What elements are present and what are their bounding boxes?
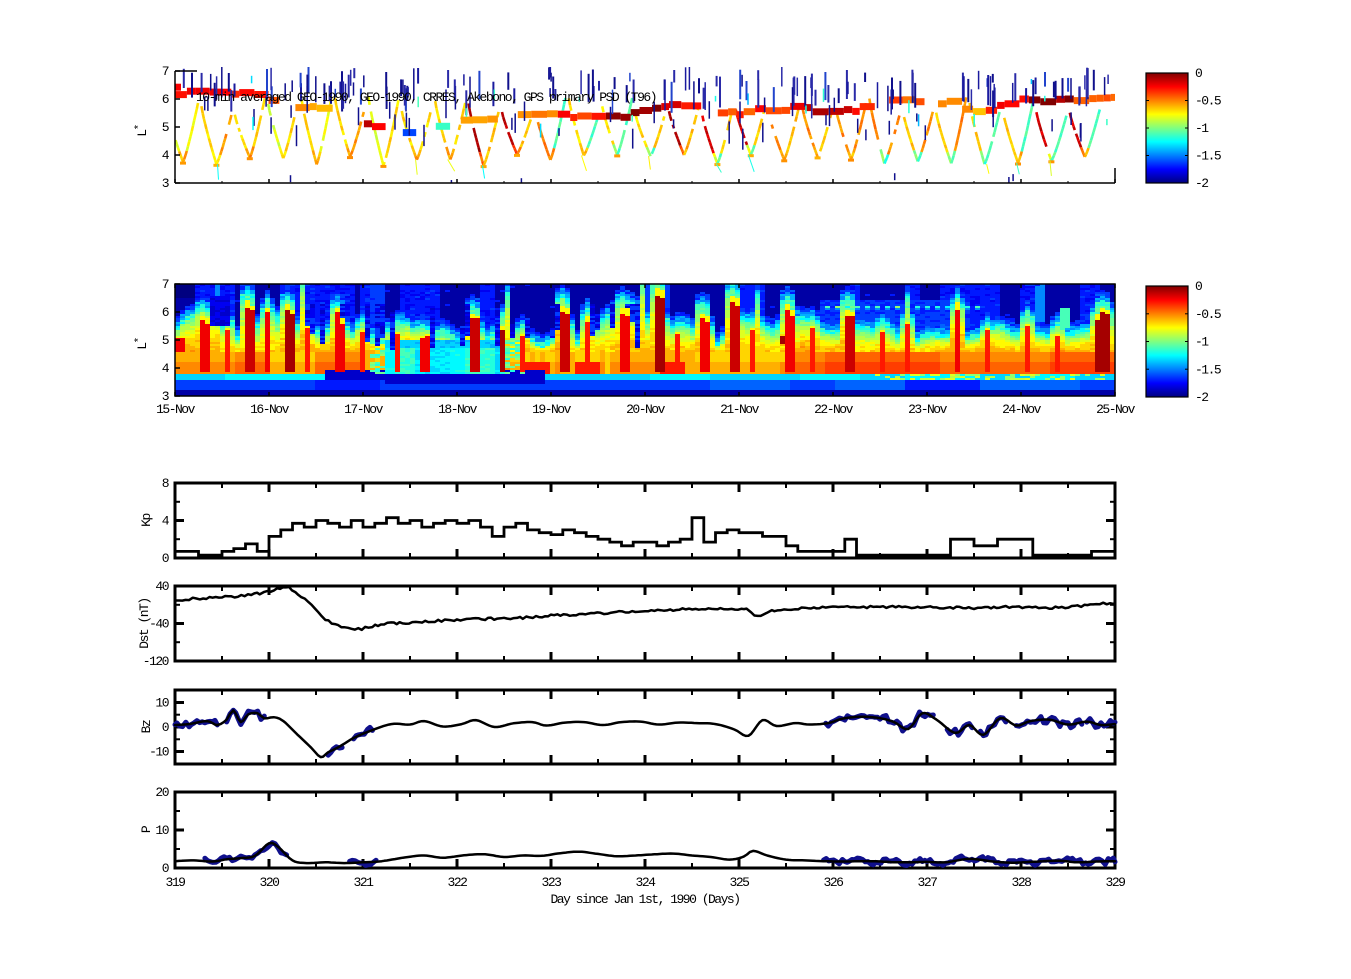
svg-text:0: 0 (1195, 66, 1202, 81)
svg-text:-0.5: -0.5 (1195, 307, 1221, 322)
svg-text:-2: -2 (1195, 176, 1208, 191)
svg-text:10-min averaged GEO-1990, GEO-: 10-min averaged GEO-1990, GEO-1990, CRRE… (196, 90, 656, 105)
svg-text:-1: -1 (1195, 121, 1209, 136)
svg-text:5: 5 (162, 333, 169, 348)
svg-text:3: 3 (162, 176, 169, 191)
svg-text:6: 6 (162, 305, 169, 320)
svg-text:Kp: Kp (139, 514, 154, 527)
svg-text:-1: -1 (1195, 335, 1209, 350)
svg-text:Day since Jan 1st, 1990 (Days): Day since Jan 1st, 1990 (Days) (550, 892, 739, 907)
svg-text:328: 328 (1012, 875, 1032, 890)
svg-text:4: 4 (162, 514, 170, 529)
svg-text:19-Nov: 19-Nov (532, 402, 572, 417)
svg-text:8: 8 (162, 476, 169, 491)
svg-text:326: 326 (824, 875, 844, 890)
svg-text:4: 4 (162, 361, 170, 376)
svg-text:325: 325 (730, 875, 750, 890)
svg-text:15-Nov: 15-Nov (156, 402, 196, 417)
svg-text:6: 6 (162, 92, 169, 107)
svg-text:10: 10 (155, 823, 168, 838)
svg-text:-10: -10 (149, 745, 169, 760)
svg-text:16-Nov: 16-Nov (250, 402, 290, 417)
svg-text:329: 329 (1106, 875, 1126, 890)
svg-text:25-Nov: 25-Nov (1096, 402, 1136, 417)
svg-text:322: 322 (448, 875, 468, 890)
svg-text:-2: -2 (1195, 390, 1208, 405)
svg-text:-0.5: -0.5 (1195, 94, 1221, 109)
svg-text:327: 327 (918, 875, 938, 890)
svg-text:Bz: Bz (139, 720, 154, 733)
svg-text:18-Nov: 18-Nov (438, 402, 478, 417)
svg-text:-40: -40 (149, 617, 169, 632)
svg-text:0: 0 (162, 720, 169, 735)
svg-text:321: 321 (354, 875, 375, 890)
svg-text:320: 320 (260, 875, 280, 890)
svg-text:323: 323 (542, 875, 562, 890)
svg-text:23-Nov: 23-Nov (908, 402, 948, 417)
svg-text:7: 7 (162, 64, 169, 79)
svg-text:22-Nov: 22-Nov (814, 402, 854, 417)
svg-text:20-Nov: 20-Nov (626, 402, 666, 417)
svg-text:7: 7 (162, 277, 169, 292)
svg-text:17-Nov: 17-Nov (344, 402, 384, 417)
svg-text:5: 5 (162, 120, 169, 135)
svg-text:24-Nov: 24-Nov (1002, 402, 1042, 417)
svg-text:0: 0 (162, 861, 169, 876)
svg-text:324: 324 (636, 875, 657, 890)
svg-text:20: 20 (155, 785, 168, 800)
svg-text:319: 319 (166, 875, 186, 890)
svg-text:0: 0 (162, 551, 169, 566)
svg-text:-120: -120 (143, 654, 169, 669)
svg-text:40: 40 (155, 579, 168, 594)
svg-text:Dst (nT): Dst (nT) (137, 598, 152, 648)
svg-text:21-Nov: 21-Nov (720, 402, 760, 417)
svg-text:-1.5: -1.5 (1195, 149, 1221, 164)
svg-text:4: 4 (162, 148, 170, 163)
svg-text:-1.5: -1.5 (1195, 362, 1221, 377)
svg-text:P: P (139, 825, 154, 833)
svg-text:3: 3 (162, 389, 169, 404)
svg-text:0: 0 (1195, 279, 1202, 294)
svg-text:10: 10 (155, 695, 168, 710)
